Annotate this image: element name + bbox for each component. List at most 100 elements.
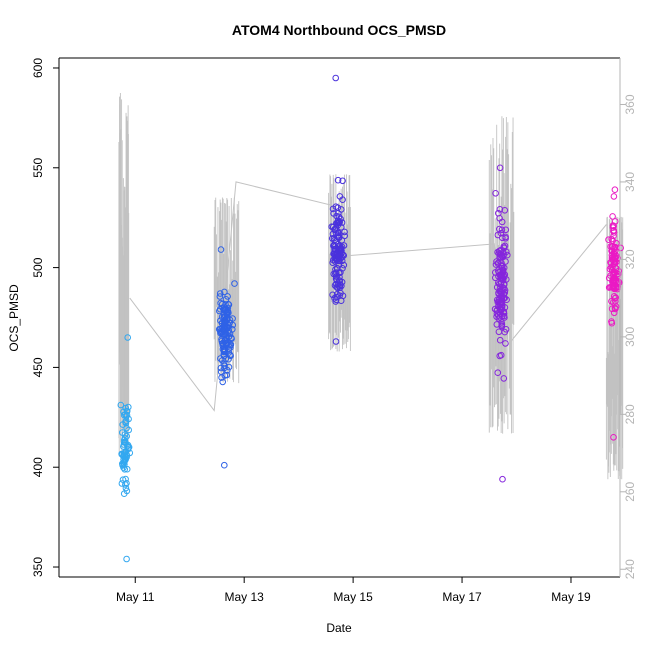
data-point-2-36 [225, 300, 232, 308]
data-point-4-140 [497, 272, 505, 280]
data-point-3-140 [334, 249, 341, 256]
x-tick-label-2: May 13 [225, 590, 265, 604]
data-point-3-133 [340, 242, 348, 249]
data-point-1-69 [122, 453, 129, 461]
y-tick-label-5: 550 [31, 157, 45, 177]
y-tick-label-2: 400 [31, 457, 45, 477]
x-axis-title: Date [326, 621, 352, 635]
data-point-4-125 [496, 336, 504, 344]
data-point-4-128 [495, 279, 502, 287]
data-point-2-54 [231, 280, 238, 287]
data-point-3-137 [335, 261, 343, 269]
data-point-1-30 [122, 420, 130, 427]
data-point-4-136 [496, 352, 504, 360]
data-point-2-115 [219, 342, 226, 349]
y2-tick-label-1: 240 [623, 559, 637, 579]
data-point-3-117 [335, 218, 343, 226]
data-point-4-108 [502, 326, 510, 333]
data-point-1-64 [119, 476, 127, 484]
data-point-3-1 [332, 338, 340, 345]
data-point-5-91 [608, 318, 615, 325]
data-point-5-55 [605, 236, 612, 243]
data-point-1-1 [123, 555, 130, 563]
data-point-4-121 [502, 233, 509, 241]
data-point-3-131 [333, 293, 340, 301]
data-point-4-82 [502, 340, 509, 347]
data-point-4-150 [497, 287, 504, 294]
data-point-2-92 [227, 344, 234, 351]
data-point-5-82 [607, 283, 614, 291]
data-point-4-147 [498, 322, 506, 329]
data-point-5-62 [610, 193, 618, 200]
data-point-5-107 [609, 242, 617, 250]
data-point-4-1 [499, 475, 506, 483]
data-point-3-2 [332, 74, 340, 82]
y-tick-label-3: 450 [31, 357, 45, 377]
data-point-5-110 [608, 298, 615, 305]
data-point-3-113 [330, 242, 337, 250]
data-point-2-1 [221, 461, 228, 469]
data-point-5-102 [606, 265, 614, 273]
data-point-2-126 [226, 330, 234, 337]
data-point-1-68 [121, 439, 129, 446]
data-point-4-146 [501, 304, 509, 311]
y-tick-label-1: 350 [31, 557, 45, 577]
data-point-5-109 [609, 256, 616, 263]
data-point-3-114 [338, 257, 346, 265]
data-point-3-34 [339, 177, 346, 185]
y-tick-label-4: 500 [31, 257, 45, 277]
data-point-4-94 [500, 285, 508, 292]
data-point-2-116 [225, 333, 233, 340]
data-point-3-136 [340, 261, 348, 269]
data-point-3-124 [332, 245, 339, 253]
y2-tick-label-4: 300 [623, 327, 637, 347]
data-point-2-112 [223, 340, 230, 348]
data-point-4-149 [492, 261, 500, 268]
data-point-3-99 [330, 270, 338, 278]
data-point-3-132 [337, 224, 345, 231]
data-point-1-62 [119, 429, 126, 436]
data-point-2-62 [225, 355, 232, 363]
data-point-3-139 [334, 253, 341, 261]
data-point-5-92 [612, 303, 620, 310]
data-point-4-144 [496, 254, 503, 261]
data-point-3-134 [338, 249, 345, 257]
data-point-2-110 [224, 304, 232, 312]
data-point-4-7 [492, 190, 499, 197]
data-point-5-70 [609, 213, 616, 220]
data-point-4-2 [496, 164, 504, 172]
y-axis-title: OCS_PMSD [7, 284, 21, 352]
data-point-1-58 [123, 407, 131, 415]
data-point-2-108 [225, 326, 232, 334]
data-point-4-139 [502, 226, 510, 234]
data-point-2-15 [216, 293, 224, 300]
x-tick-label-4: May 17 [442, 590, 482, 604]
data-point-2-121 [224, 366, 231, 374]
data-point-3-126 [334, 265, 341, 272]
data-point-2-81 [216, 290, 224, 297]
data-point-3-97 [337, 289, 344, 297]
data-point-3-105 [332, 296, 340, 304]
data-point-4-126 [501, 314, 508, 321]
data-point-1-21 [122, 484, 130, 492]
data-point-1-47 [125, 403, 132, 411]
data-point-3-58 [334, 176, 342, 184]
axes-layer: May 11 May 13 May 15 May 17 May 19 350 400 450 5… [31, 57, 637, 604]
data-point-2-122 [221, 304, 228, 311]
data-point-5-1 [610, 434, 617, 441]
data-point-4-130 [496, 247, 503, 255]
y2-tick-label-6: 340 [623, 172, 637, 192]
data-point-3-80 [335, 210, 342, 217]
secondary-trend-line [129, 181, 607, 412]
data-point-1-41 [123, 487, 131, 495]
data-point-4-19 [494, 369, 502, 377]
data-point-3-107 [333, 276, 341, 284]
data-point-1-53 [121, 461, 128, 468]
data-point-5-79 [610, 309, 618, 317]
data-point-5-48 [610, 293, 618, 300]
data-point-3-138 [330, 241, 338, 249]
data-point-1-49 [121, 466, 128, 473]
data-point-1-60 [118, 480, 126, 487]
